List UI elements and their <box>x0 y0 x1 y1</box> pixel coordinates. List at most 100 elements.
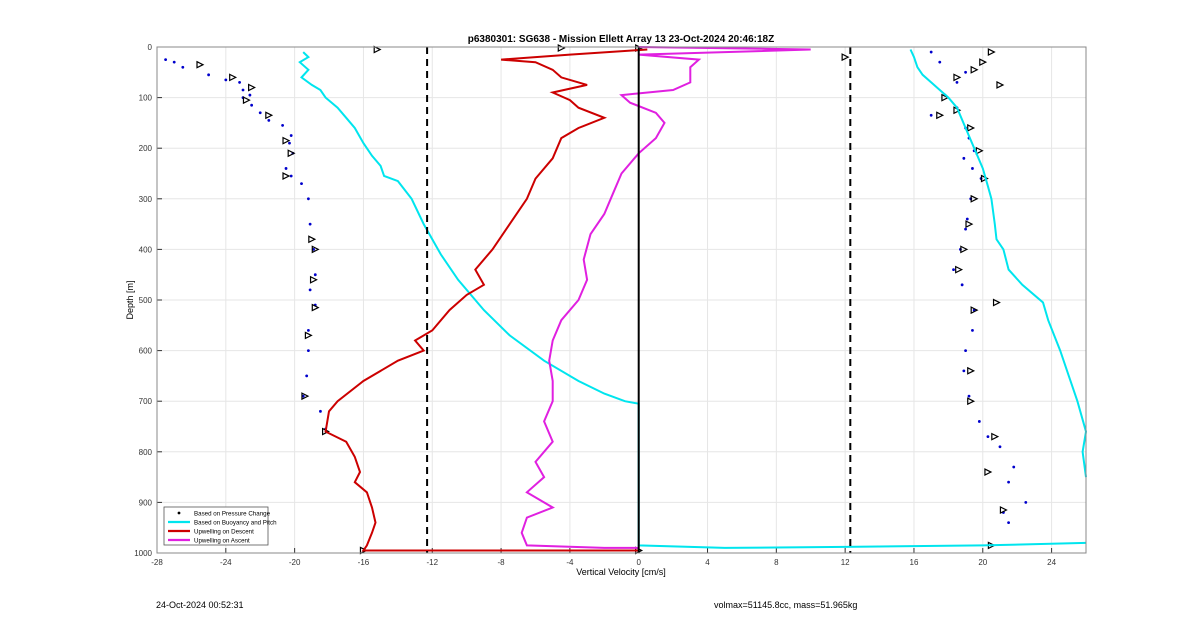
pressure-change-point <box>986 435 990 439</box>
y-tick-label: 0 <box>148 43 153 52</box>
pressure-change-point <box>250 103 254 107</box>
triangle-marker <box>304 331 313 340</box>
triangle-marker <box>970 65 979 74</box>
triangle-marker <box>965 220 974 229</box>
pressure-change-point <box>967 394 971 398</box>
triangle-marker <box>196 60 205 69</box>
series-line <box>324 48 648 552</box>
triangle-marker <box>301 392 310 401</box>
legend-box <box>163 506 269 546</box>
x-tick-label: 16 <box>910 558 919 567</box>
triangle-marker <box>941 93 950 102</box>
pressure-change-point <box>929 113 933 117</box>
pressure-change-point <box>306 349 310 352</box>
triangle-marker <box>248 83 256 92</box>
pressure-change-point <box>962 369 966 373</box>
pressure-change-point <box>181 65 185 69</box>
triangle-marker <box>970 306 979 315</box>
y-tick-label: 300 <box>139 195 153 204</box>
y-tick-label: 200 <box>139 144 153 153</box>
x-tick-label: -20 <box>289 558 301 567</box>
legend-label: Based on Pressure Change <box>194 511 271 518</box>
x-tick-label: -28 <box>151 558 163 567</box>
pressure-change-point <box>241 88 245 92</box>
triangle-marker <box>373 45 382 54</box>
y-tick-label: 800 <box>139 448 153 457</box>
pressure-change-point <box>1007 521 1010 525</box>
series-line <box>909 49 1088 478</box>
triangle-marker <box>955 265 964 274</box>
triangle-marker <box>996 80 1005 89</box>
reference-lines <box>426 47 852 553</box>
x-tick-label: -24 <box>220 558 232 567</box>
x-tick-label: -12 <box>426 558 438 567</box>
pressure-change-point <box>952 268 955 272</box>
axes-frame <box>156 46 1087 554</box>
triangle-marker <box>311 245 320 254</box>
series-layer <box>164 44 1088 555</box>
pressure-change-point <box>964 349 967 352</box>
pressure-change-point <box>288 141 291 145</box>
y-tick-label: 700 <box>139 397 153 406</box>
x-axis-label: Vertical Velocity [cm/s] <box>576 567 666 577</box>
triangle-marker <box>229 73 238 82</box>
triangle-marker <box>960 245 969 254</box>
x-tick-label: -8 <box>498 558 506 567</box>
axes-box <box>156 46 1087 554</box>
pressure-change-point <box>248 93 252 97</box>
series-line <box>298 51 1087 549</box>
triangle-marker <box>242 96 251 105</box>
pressure-change-point <box>938 60 942 64</box>
triangle-marker <box>967 397 976 406</box>
y-tick-label: 100 <box>139 94 153 103</box>
pressure-change-point <box>962 156 966 160</box>
triangle-marker <box>970 194 979 203</box>
pressure-change-point <box>998 445 1002 449</box>
pressure-change-point <box>207 73 211 77</box>
x-tick-label: 24 <box>1047 558 1056 567</box>
y-tick-label: 400 <box>139 245 153 254</box>
triangle-marker <box>984 468 993 477</box>
triangle-marker <box>311 303 320 312</box>
legend-label: Upwelling on Descent <box>194 529 254 536</box>
triangle-marker <box>967 366 976 375</box>
triangle-marker <box>265 111 274 120</box>
y-tick-label: 600 <box>139 347 153 356</box>
triangle-marker <box>936 111 945 120</box>
pressure-change-point <box>305 374 309 378</box>
axis-ticks: -28 -24 -20 -16 -12 -8 -4 0 4 8 12 16 20 24 0 100 200 300… <box>134 43 1056 567</box>
triangle-marker <box>979 58 988 67</box>
footer-timestamp: 24-Oct-2024 00:52:31 <box>156 600 244 610</box>
pressure-change-point <box>960 283 964 287</box>
y-axis-label: Depth [m] <box>125 280 135 319</box>
pressure-change-point <box>281 124 284 127</box>
series-line <box>520 46 811 549</box>
pressure-change-point <box>1012 465 1016 469</box>
y-tick-label: 1000 <box>134 549 152 558</box>
pressure-change-point <box>300 182 303 186</box>
pressure-change-point <box>172 60 176 64</box>
chart-title: p6380301: SG638 - Mission Ellett Array 1… <box>468 34 774 45</box>
pressure-change-point <box>313 273 317 277</box>
pressure-change-point <box>306 197 310 201</box>
triangle-marker <box>309 275 318 284</box>
pressure-change-point <box>289 174 293 178</box>
pressure-change-point <box>971 328 974 332</box>
pressure-change-point <box>284 167 288 170</box>
pressure-change-point <box>319 409 322 413</box>
triangle-marker <box>953 73 962 82</box>
pressure-change-point <box>929 50 933 54</box>
pressure-change-point <box>289 134 293 137</box>
x-tick-label: -16 <box>358 558 370 567</box>
triangle-marker <box>999 506 1008 514</box>
pressure-change-point <box>224 78 228 82</box>
pressure-change-point <box>964 70 967 74</box>
pressure-change-point <box>965 217 969 221</box>
x-tick-label: 4 <box>705 558 710 567</box>
pressure-change-point <box>267 118 271 122</box>
pressure-change-point <box>308 288 312 292</box>
y-tick-label: 500 <box>139 296 153 305</box>
legend: Based on Pressure Change Based on Buoyanc… <box>163 506 277 546</box>
x-tick-label: -4 <box>566 558 574 567</box>
